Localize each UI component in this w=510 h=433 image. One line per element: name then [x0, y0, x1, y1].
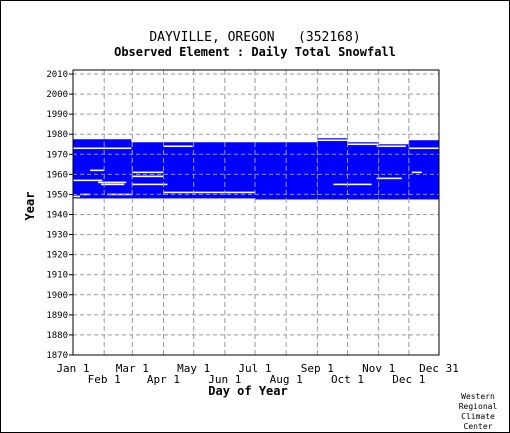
- x-tick-label-jul-1: Jul 1: [238, 362, 271, 375]
- missing-gap-0: [73, 147, 132, 150]
- y-tick-label-1980: 1980: [46, 130, 68, 140]
- missing-gap-2: [73, 195, 81, 198]
- x-tick-label-mar-1: Mar 1: [116, 362, 149, 375]
- missing-gap-5: [98, 181, 127, 184]
- x-tick-label-jan-1: Jan 1: [56, 362, 89, 375]
- y-tick-label-1900: 1900: [46, 291, 68, 301]
- missing-gap-8: [132, 171, 164, 174]
- missing-gap-3: [80, 193, 91, 196]
- missing-gap-13: [333, 183, 372, 186]
- x-tick-label-oct-1: Oct 1: [331, 373, 364, 386]
- missing-gap-9: [132, 175, 164, 178]
- x-tick-label-apr-1: Apr 1: [147, 373, 180, 386]
- missing-gap-17: [411, 171, 422, 174]
- y-tick-label-1870: 1870: [46, 351, 68, 361]
- missing-gap-11: [163, 145, 193, 148]
- grid-layer: [73, 70, 439, 356]
- plot-border: [72, 69, 440, 356]
- x-tick-label-dec-31: Dec 31: [419, 362, 459, 375]
- data-layer: [73, 138, 439, 200]
- x-tick-label-feb-1: Feb 1: [88, 373, 121, 386]
- missing-gap-7: [107, 193, 133, 196]
- y-tick-label-1930: 1930: [46, 231, 68, 241]
- y-tick-label-1990: 1990: [46, 110, 68, 120]
- credit-line-2: Regional: [459, 402, 498, 411]
- y-tick-label-1960: 1960: [46, 170, 68, 180]
- credit-line-3: Climate: [461, 412, 495, 421]
- missing-gap-14: [376, 177, 402, 180]
- missing-gap-10: [132, 183, 168, 186]
- data-block-1: [131, 142, 255, 199]
- x-tick-labels: Jan 1 Mar 1 May 1 Jul 1 Sep 1 Nov 1 Dec 31 Feb …: [56, 362, 458, 386]
- y-tick-label-1880: 1880: [46, 331, 68, 341]
- y-tick-label-1950: 1950: [46, 190, 68, 200]
- y-tick-label-2010: 2010: [46, 70, 68, 80]
- missing-gap-15: [376, 145, 406, 148]
- y-tick-labels: 1870 1880 1890 1900 1910 1920 1930 1940 1950 1960…: [46, 70, 73, 361]
- x-tick-label-aug-1: Aug 1: [270, 373, 303, 386]
- missing-gap-19: [408, 147, 439, 150]
- data-block-0: [73, 139, 132, 199]
- credit-block: Western Regional Climate Center: [459, 392, 498, 431]
- y-tick-label-1920: 1920: [46, 251, 68, 261]
- missing-gap-12: [163, 191, 255, 194]
- missing-gap-16: [317, 139, 348, 142]
- x-tick-label-may-1: May 1: [177, 362, 210, 375]
- y-axis-label: Year: [23, 192, 37, 221]
- chart-subtitle: Observed Element : Daily Total Snowfall: [114, 45, 396, 59]
- data-block-6: [408, 140, 439, 200]
- credit-line-4: Center: [464, 422, 493, 431]
- x-tick-label-sep-1: Sep 1: [301, 362, 334, 375]
- y-tick-label-1970: 1970: [46, 150, 68, 160]
- x-tick-label-dec-1: Dec 1: [392, 373, 425, 386]
- x-tick-label-jun-1: Jun 1: [208, 373, 241, 386]
- data-block-5: [378, 144, 409, 200]
- missing-gap-4: [90, 169, 105, 172]
- missing-gap-18: [347, 143, 379, 146]
- y-tick-label-1890: 1890: [46, 311, 68, 321]
- data-block-4: [347, 142, 379, 200]
- missing-gap-6: [101, 183, 125, 186]
- x-axis-label: Day of Year: [208, 384, 287, 398]
- data-block-3: [317, 138, 348, 200]
- chart-title: DAYVILLE, OREGON (352168): [149, 30, 360, 45]
- credit-line-1: Western: [461, 392, 495, 401]
- y-tick-label-1910: 1910: [46, 271, 68, 281]
- y-tick-label-2000: 2000: [46, 90, 68, 100]
- x-tick-label-nov-1: Nov 1: [362, 362, 395, 375]
- missing-gap-1: [73, 179, 103, 182]
- y-tick-label-1940: 1940: [46, 211, 68, 221]
